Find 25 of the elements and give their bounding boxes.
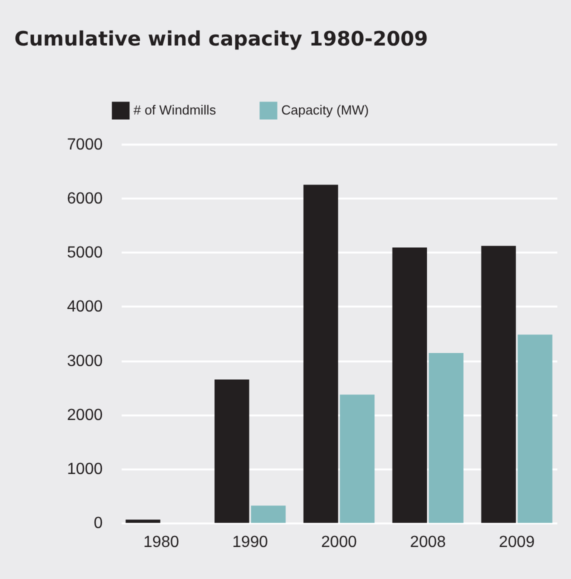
chart-title: Cumulative wind capacity 1980-2009 bbox=[14, 28, 428, 51]
x-tick-label: 2009 bbox=[498, 533, 535, 552]
legend-label: Capacity (MW) bbox=[281, 102, 369, 118]
y-tick-label: 2000 bbox=[66, 406, 103, 424]
y-tick-label: 1000 bbox=[66, 460, 103, 478]
bar bbox=[126, 520, 160, 523]
x-tick-label: 2000 bbox=[321, 533, 357, 552]
bar bbox=[340, 394, 375, 523]
legend-label: # of Windmills bbox=[134, 102, 216, 118]
bar bbox=[481, 246, 516, 523]
bar bbox=[518, 334, 552, 523]
bar bbox=[214, 380, 250, 523]
y-tick-label: 7000 bbox=[66, 135, 103, 154]
x-tick-label: 1990 bbox=[232, 533, 268, 552]
bar bbox=[428, 353, 464, 523]
y-tick-label: 6000 bbox=[66, 189, 103, 208]
bar bbox=[392, 247, 427, 523]
y-tick-label: 0 bbox=[94, 514, 103, 532]
y-tick-label: 5000 bbox=[66, 244, 103, 262]
y-tick-label: 4000 bbox=[66, 298, 103, 316]
y-tick-label: 3000 bbox=[66, 352, 103, 370]
x-tick-label: 1980 bbox=[143, 533, 180, 552]
bar bbox=[303, 184, 338, 523]
bar bbox=[251, 506, 286, 523]
x-tick-label: 2008 bbox=[410, 533, 446, 552]
